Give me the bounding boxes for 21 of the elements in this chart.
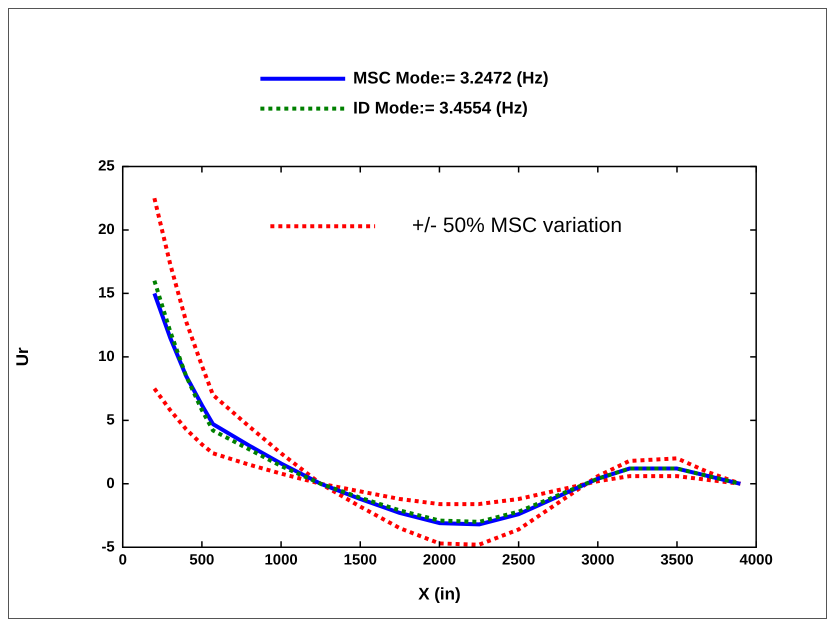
y-tick-label: 10 <box>98 348 115 365</box>
y-tick-label: 15 <box>98 284 115 302</box>
x-tick-label: 0 <box>118 551 127 568</box>
y-tick-label: 5 <box>106 411 115 428</box>
legend-label: ID Mode:= 3.4554 (Hz) <box>353 98 528 118</box>
x-tick-label: 500 <box>189 551 214 568</box>
y-axis-title: Ur <box>12 347 32 366</box>
x-tick-label: 1000 <box>264 551 298 568</box>
legend-label: +/- 50% MSC variation <box>412 214 622 238</box>
x-tick-label: 1500 <box>344 551 377 568</box>
legend-label: MSC Mode:= 3.2472 (Hz) <box>353 68 549 88</box>
y-tick-label: 0 <box>106 474 115 492</box>
x-tick-label: 2000 <box>422 551 456 568</box>
x-tick-label: 3000 <box>581 551 614 568</box>
y-tick-label: -5 <box>101 538 115 556</box>
x-tick-label: 3500 <box>660 551 694 568</box>
y-tick-label: 20 <box>98 221 115 238</box>
x-axis-title: X (in) <box>418 584 461 604</box>
x-tick-label: 4000 <box>740 551 773 568</box>
y-tick-label: 25 <box>98 158 115 175</box>
x-tick-label: 2500 <box>502 551 536 568</box>
